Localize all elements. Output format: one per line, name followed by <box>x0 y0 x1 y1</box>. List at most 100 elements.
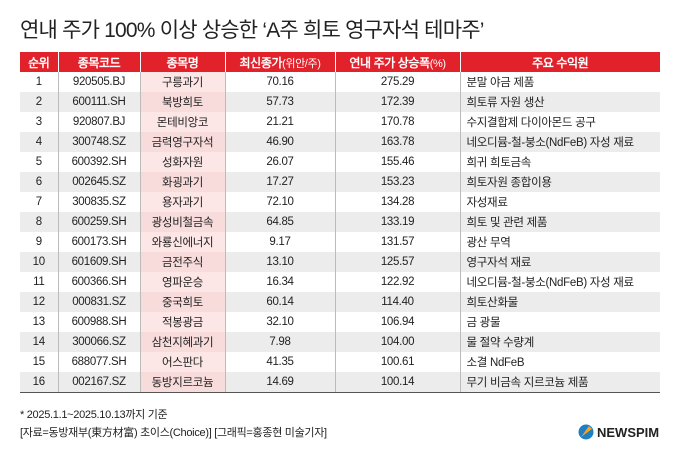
cell-name: 금력영구자석 <box>139 132 225 152</box>
cell-code: 300835.SZ <box>57 192 140 212</box>
cell-price: 21.21 <box>224 112 335 132</box>
table-row: 12 000831.SZ 중국희토 60.14 114.40 희토산화물 <box>20 292 660 312</box>
cell-source: 자성재료 <box>459 192 660 212</box>
cell-gain: 125.57 <box>334 252 460 272</box>
newspim-logo-icon <box>578 424 594 440</box>
cell-rank: 10 <box>20 252 58 272</box>
cell-source: 광산 무역 <box>459 232 660 252</box>
cell-source: 희토류 자원 생산 <box>459 92 660 112</box>
header-price-label: 최신종가 <box>239 55 283 70</box>
table-row: 5 600392.SH 성화자원 26.07 155.46 희귀 희토금속 <box>20 152 660 172</box>
header-gain-unit: (%) <box>429 57 446 70</box>
cell-gain: 133.19 <box>334 212 460 232</box>
cell-source: 네오디뮴-철-붕소(NdFeB) 자성 재료 <box>459 132 660 152</box>
cell-name: 몬테비앙코 <box>139 112 225 132</box>
header-price: 최신종가(위안/주) <box>224 52 335 72</box>
cell-rank: 1 <box>35 76 42 88</box>
header-price-unit: (위안/주) <box>282 57 321 70</box>
cell-gain: 100.14 <box>334 372 460 393</box>
cell-code: 920807.BJ <box>57 112 140 132</box>
cell-code: 601609.SH <box>57 252 140 272</box>
cell-gain: 104.00 <box>334 332 460 352</box>
cell-code: 600988.SH <box>57 312 140 332</box>
cell-name: 성화자원 <box>139 152 225 172</box>
cell-gain: 163.78 <box>334 132 460 152</box>
table-row: 11 600366.SH 영파운승 16.34 122.92 네오디뮴-철-붕소(NdFe… <box>20 272 660 292</box>
table-row: 2 600111.SH 북방희토 57.73 172.39 희토류 자원 생산 <box>20 92 660 112</box>
cell-gain: 134.28 <box>334 192 460 212</box>
cell-rank: 5 <box>35 156 42 168</box>
cell-price: 60.14 <box>224 292 335 312</box>
cell-gain: 114.40 <box>334 292 460 312</box>
footnote: * 2025.1.1~2025.10.13까지 기준 <box>20 409 168 421</box>
cell-name: 용자과기 <box>139 192 225 212</box>
cell-source: 영구자석 재료 <box>459 252 660 272</box>
cell-rank: 11 <box>33 276 45 288</box>
cell-rank: 4 <box>20 132 58 152</box>
cell-source: 네오디뮴-철-붕소(NdFeB) 자성 재료 <box>459 272 660 292</box>
table-row: 7 300835.SZ 용자과기 72.10 134.28 자성재료 <box>20 192 660 212</box>
newspim-logo: NEWSPIM <box>578 424 659 440</box>
cell-gain: 172.39 <box>334 92 460 112</box>
cell-code: 300066.SZ <box>57 332 140 352</box>
cell-rank: 6 <box>20 172 58 192</box>
cell-price: 41.35 <box>224 352 335 372</box>
header-code: 종목코드 <box>57 52 140 72</box>
table-row: 3 920807.BJ 몬테비앙코 21.21 170.78 수지결합제 다이아몬드 공구 <box>20 112 660 132</box>
cell-rank: 16 <box>20 372 58 393</box>
cell-rank: 13 <box>32 316 46 328</box>
cell-code: 002645.SZ <box>57 172 140 192</box>
cell-name: 와룡신에너지 <box>139 232 225 252</box>
cell-gain: 131.57 <box>334 232 460 252</box>
cell-name: 구릉과기 <box>139 72 225 92</box>
table-row: 6 002645.SZ 화굉과기 17.27 153.23 희토자원 종합이용 <box>20 172 660 192</box>
cell-code: 600392.SH <box>57 152 140 172</box>
cell-name: 중국희토 <box>139 292 225 312</box>
table-row: 15 688077.SH 어스판다 41.35 100.61 소결 NdFeB <box>20 352 660 372</box>
cell-code: 000831.SZ <box>57 292 140 312</box>
cell-price: 17.27 <box>224 172 335 192</box>
header-name: 종목명 <box>139 52 225 72</box>
cell-source: 소결 NdFeB <box>459 352 660 372</box>
cell-gain: 106.94 <box>334 312 460 332</box>
credit: [자료=동방재부(東方材富) 초이스(Choice)] [그래픽=홍종현 미술기… <box>20 427 327 439</box>
table-row: 8 600259.SH 광성비철금속 64.85 133.19 희토 및 관련 제품 <box>20 212 660 232</box>
cell-source: 희토자원 종합이용 <box>459 172 660 192</box>
cell-name: 영파운승 <box>139 272 225 292</box>
cell-price: 57.73 <box>224 92 335 112</box>
cell-rank: 8 <box>20 212 58 232</box>
header-source: 주요 수익원 <box>459 52 660 72</box>
cell-source: 희토산화물 <box>459 292 660 312</box>
cell-price: 32.10 <box>224 312 335 332</box>
cell-code: 600111.SH <box>57 92 140 112</box>
cell-source: 희귀 희토금속 <box>459 152 660 172</box>
cell-gain: 122.92 <box>334 272 460 292</box>
cell-name: 동방지르코늄 <box>139 372 225 393</box>
cell-rank: 7 <box>35 196 42 208</box>
logo-text: NEWSPIM <box>597 424 660 440</box>
table-row: 10 601609.SH 금전주식 13.10 125.57 영구자석 재료 <box>20 252 660 272</box>
cell-name: 금전주식 <box>139 252 225 272</box>
cell-price: 64.85 <box>224 212 335 232</box>
cell-price: 72.10 <box>224 192 335 212</box>
cell-source: 금 광물 <box>459 312 660 332</box>
stock-table: 순위 종목코드 종목명 최신종가(위안/주) 연내 주가 상승폭(%) 주요 수… <box>20 52 660 393</box>
cell-name: 적봉광금 <box>139 312 225 332</box>
cell-gain: 155.46 <box>334 152 460 172</box>
cell-gain: 275.29 <box>334 72 460 92</box>
cell-price: 7.98 <box>224 332 335 352</box>
cell-price: 46.90 <box>224 132 335 152</box>
cell-price: 13.10 <box>224 252 335 272</box>
header-rank: 순위 <box>20 52 58 72</box>
cell-price: 70.16 <box>224 72 335 92</box>
cell-code: 688077.SH <box>57 352 140 372</box>
cell-code: 600173.SH <box>57 232 140 252</box>
header-gain-label: 연내 주가 상승폭 <box>349 55 430 70</box>
header-gain: 연내 주가 상승폭(%) <box>334 52 460 72</box>
page-title: 연내 주가 100% 이상 상승한 ‘A주 희토 영구자석 테마주’ <box>20 19 484 42</box>
table-row: 9 600173.SH 와룡신에너지 9.17 131.57 광산 무역 <box>20 232 660 252</box>
cell-source: 수지결합제 다이아몬드 공구 <box>459 112 660 132</box>
cell-rank: 12 <box>20 292 58 312</box>
table-row: 4 300748.SZ 금력영구자석 46.90 163.78 네오디뮴-철-붕소(NdF… <box>20 132 660 152</box>
cell-name: 광성비철금속 <box>139 212 225 232</box>
